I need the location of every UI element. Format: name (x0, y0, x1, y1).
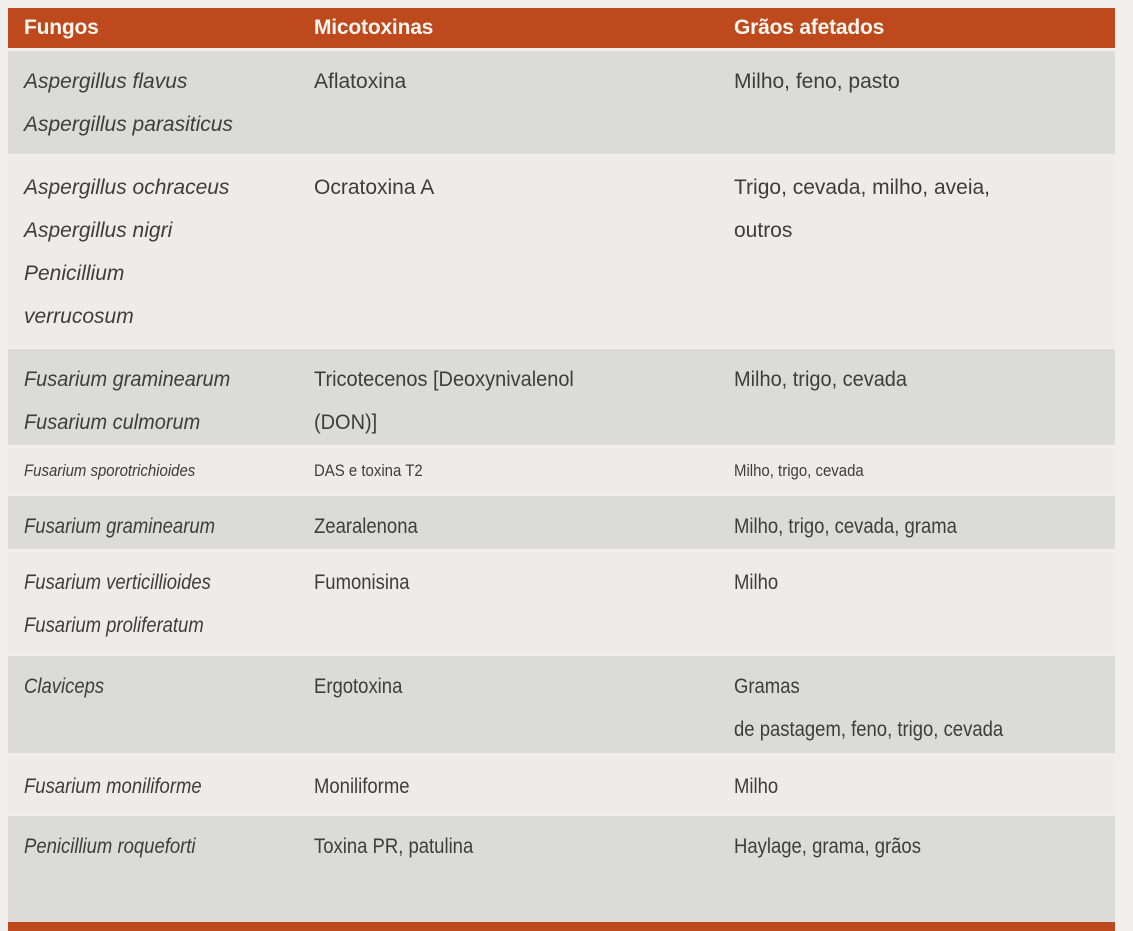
cell-text: Gramas de pastagem, feno, trigo, cevada (734, 675, 1004, 741)
cell-text: Toxina PR, patulina (314, 835, 474, 858)
table-header-row: Fungos Micotoxinas Grãos afetados (8, 8, 1115, 48)
column-header-graos-afetados: Grãos afetados (734, 16, 885, 39)
cell-text: Moniliforme (314, 775, 410, 798)
table-row: Aspergillus flavus Aspergillus parasitic… (8, 51, 1115, 154)
cell-micotoxinas: Aflatoxina (314, 60, 734, 154)
cell-fungos: Fusarium graminearum Fusarium culmorum (24, 358, 314, 445)
table-row: Aspergillus ochraceus Aspergillus nigri … (8, 157, 1115, 346)
cell-text: Fusarium sporotrichioides (24, 461, 196, 480)
cell-text: Aspergillus flavus Aspergillus parasitic… (24, 70, 233, 136)
cell-fungos: Penicillium roqueforti (24, 825, 314, 922)
cell-fungos: Fusarium graminearum (24, 505, 314, 549)
cell-graos: Milho, feno, pasto (734, 60, 1115, 154)
cell-text: Penicillium roqueforti (24, 835, 196, 858)
cell-micotoxinas: Ergotoxina (314, 665, 734, 753)
table-row: Fusarium sporotrichioides DAS e toxina T… (8, 448, 1115, 493)
cell-text: Aflatoxina (314, 70, 407, 93)
cell-text: Milho, trigo, cevada, grama (734, 515, 957, 538)
cell-text: Milho, trigo, cevada (734, 368, 907, 391)
cell-text: Milho (734, 571, 779, 594)
cell-text: Milho (734, 775, 779, 798)
cell-text: Fusarium graminearum (24, 515, 216, 538)
table-bottom-border (8, 922, 1115, 931)
cell-text: Fusarium graminearum Fusarium culmorum (24, 368, 231, 434)
cell-graos: Milho (734, 765, 1115, 813)
cell-fungos: Aspergillus ochraceus Aspergillus nigri … (24, 166, 314, 346)
table-row: Claviceps Ergotoxina Gramas de pastagem,… (8, 656, 1115, 753)
cell-text: Ergotoxina (314, 675, 403, 698)
cell-micotoxinas: Moniliforme (314, 765, 734, 813)
cell-micotoxinas: Ocratoxina A (314, 166, 734, 346)
cell-micotoxinas: Toxina PR, patulina (314, 825, 734, 922)
column-header-fungos: Fungos (24, 16, 99, 39)
mycotoxin-table: Fungos Micotoxinas Grãos afetados Asperg… (8, 8, 1115, 931)
cell-text: Milho, trigo, cevada (734, 461, 864, 480)
table-row: Fusarium graminearum Zearalenona Milho, … (8, 496, 1115, 549)
cell-text: Fusarium verticillioides Fusarium prolif… (24, 571, 211, 637)
cell-graos: Milho, trigo, cevada, grama (734, 505, 1115, 549)
cell-text: Haylage, grama, grãos (734, 835, 921, 858)
cell-text: Fusarium moniliforme (24, 775, 202, 798)
cell-fungos: Claviceps (24, 665, 314, 753)
cell-text: Trigo, cevada, milho, aveia, outros (734, 176, 991, 242)
cell-fungos: Fusarium sporotrichioides (24, 458, 314, 493)
column-header-micotoxinas: Micotoxinas (314, 16, 434, 39)
cell-graos: Milho, trigo, cevada (734, 458, 1115, 493)
cell-text: Claviceps (24, 675, 105, 698)
cell-text: Zearalenona (314, 515, 418, 538)
cell-micotoxinas: Fumonisina (314, 561, 734, 653)
table-row: Fusarium verticillioides Fusarium prolif… (8, 552, 1115, 653)
cell-micotoxinas: Tricotecenos [Deoxynivalenol (DON)] (314, 358, 734, 445)
cell-text: Tricotecenos [Deoxynivalenol (DON)] (314, 368, 574, 434)
cell-graos: Haylage, grama, grãos (734, 825, 1115, 922)
cell-graos: Gramas de pastagem, feno, trigo, cevada (734, 665, 1115, 753)
cell-micotoxinas: Zearalenona (314, 505, 734, 549)
cell-text: Aspergillus ochraceus Aspergillus nigri … (24, 176, 230, 328)
table-row: Fusarium graminearum Fusarium culmorum T… (8, 349, 1115, 445)
cell-text: Ocratoxina A (314, 176, 435, 199)
cell-fungos: Fusarium verticillioides Fusarium prolif… (24, 561, 314, 653)
cell-text: Fumonisina (314, 571, 410, 594)
cell-graos: Milho (734, 561, 1115, 653)
table-row: Penicillium roqueforti Toxina PR, patuli… (8, 816, 1115, 922)
cell-text: DAS e toxina T2 (314, 461, 423, 480)
cell-text: Milho, feno, pasto (734, 70, 900, 93)
cell-fungos: Fusarium moniliforme (24, 765, 314, 813)
cell-graos: Trigo, cevada, milho, aveia, outros (734, 166, 1115, 346)
cell-fungos: Aspergillus flavus Aspergillus parasitic… (24, 60, 314, 154)
table-row: Fusarium moniliforme Moniliforme Milho (8, 756, 1115, 813)
cell-micotoxinas: DAS e toxina T2 (314, 458, 734, 493)
cell-graos: Milho, trigo, cevada (734, 358, 1115, 445)
